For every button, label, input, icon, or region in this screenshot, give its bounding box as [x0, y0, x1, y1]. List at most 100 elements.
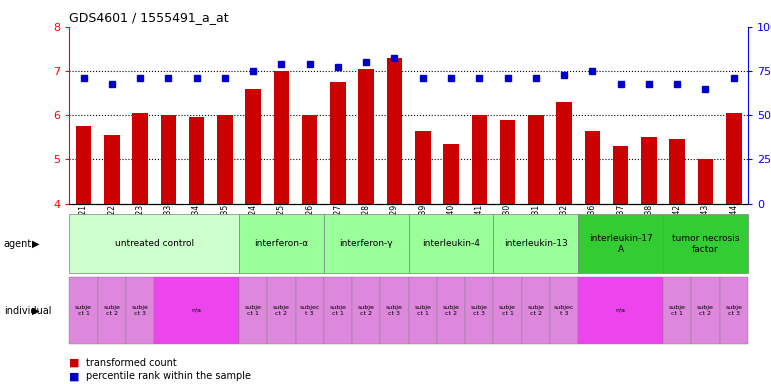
FancyBboxPatch shape — [578, 214, 663, 273]
FancyBboxPatch shape — [69, 277, 98, 344]
Bar — [641, 137, 657, 204]
Text: GSM886437: GSM886437 — [616, 204, 625, 250]
Text: interferon-γ: interferon-γ — [339, 239, 393, 248]
Text: transformed count: transformed count — [86, 358, 177, 368]
FancyBboxPatch shape — [493, 214, 578, 273]
Bar — [189, 118, 204, 204]
Text: GSM886442: GSM886442 — [672, 204, 682, 250]
Text: GSM886440: GSM886440 — [446, 204, 456, 250]
Text: subje
ct 3: subje ct 3 — [471, 305, 488, 316]
FancyBboxPatch shape — [409, 214, 493, 273]
Bar — [557, 102, 572, 204]
Text: GSM886428: GSM886428 — [362, 204, 371, 250]
Text: subje
ct 2: subje ct 2 — [273, 305, 290, 316]
Text: GSM886422: GSM886422 — [107, 204, 116, 250]
Text: subje
ct 3: subje ct 3 — [386, 305, 403, 316]
Text: subje
ct 2: subje ct 2 — [103, 305, 120, 316]
FancyBboxPatch shape — [663, 214, 748, 273]
Text: untreated control: untreated control — [115, 239, 194, 248]
Bar — [245, 89, 261, 204]
FancyBboxPatch shape — [98, 277, 126, 344]
FancyBboxPatch shape — [324, 214, 409, 273]
FancyBboxPatch shape — [437, 277, 465, 344]
Text: GSM886421: GSM886421 — [79, 204, 88, 250]
Text: GSM886434: GSM886434 — [192, 204, 201, 250]
FancyBboxPatch shape — [154, 277, 239, 344]
Bar — [387, 58, 402, 204]
Text: n/a: n/a — [616, 308, 625, 313]
Text: GSM886429: GSM886429 — [390, 204, 399, 250]
FancyBboxPatch shape — [550, 277, 578, 344]
Bar — [359, 69, 374, 204]
Text: GSM886431: GSM886431 — [531, 204, 540, 250]
Text: subje
ct 3: subje ct 3 — [132, 305, 149, 316]
Bar — [160, 115, 176, 204]
Text: percentile rank within the sample: percentile rank within the sample — [86, 371, 251, 381]
FancyBboxPatch shape — [239, 214, 324, 273]
Text: subje
ct 1: subje ct 1 — [668, 305, 685, 316]
Text: GSM886423: GSM886423 — [136, 204, 145, 250]
Bar — [584, 131, 600, 204]
Bar — [726, 113, 742, 204]
Text: interleukin-13: interleukin-13 — [504, 239, 567, 248]
Text: subje
ct 2: subje ct 2 — [697, 305, 714, 316]
Bar — [500, 120, 515, 204]
FancyBboxPatch shape — [324, 277, 352, 344]
Text: GSM886426: GSM886426 — [305, 204, 315, 250]
Text: GSM886443: GSM886443 — [701, 204, 710, 250]
FancyBboxPatch shape — [578, 277, 663, 344]
Bar — [274, 71, 289, 204]
Bar — [528, 115, 544, 204]
FancyBboxPatch shape — [409, 277, 437, 344]
FancyBboxPatch shape — [126, 277, 154, 344]
Text: GSM886427: GSM886427 — [333, 204, 342, 250]
Text: GSM886439: GSM886439 — [418, 204, 427, 250]
Text: GSM886441: GSM886441 — [475, 204, 484, 250]
Text: n/a: n/a — [192, 308, 201, 313]
Bar — [302, 115, 318, 204]
Bar — [217, 115, 233, 204]
Text: interferon-α: interferon-α — [254, 239, 308, 248]
Text: subjec
t 3: subjec t 3 — [554, 305, 574, 316]
Text: subje
ct 1: subje ct 1 — [75, 305, 92, 316]
Text: individual: individual — [4, 306, 52, 316]
Text: ■: ■ — [69, 358, 80, 368]
FancyBboxPatch shape — [522, 277, 550, 344]
FancyBboxPatch shape — [465, 277, 493, 344]
Text: subje
ct 1: subje ct 1 — [499, 305, 516, 316]
Text: subje
ct 1: subje ct 1 — [414, 305, 431, 316]
Text: subje
ct 2: subje ct 2 — [527, 305, 544, 316]
Text: ■: ■ — [69, 371, 80, 381]
Text: subjec
t 3: subjec t 3 — [299, 305, 320, 316]
Bar — [76, 126, 91, 204]
Text: agent: agent — [4, 239, 32, 249]
Text: GSM886432: GSM886432 — [560, 204, 569, 250]
Text: subje
ct 2: subje ct 2 — [443, 305, 460, 316]
FancyBboxPatch shape — [663, 277, 692, 344]
Bar — [104, 135, 120, 204]
Text: GSM886433: GSM886433 — [163, 204, 173, 250]
Bar — [330, 82, 345, 204]
Text: interleukin-17
A: interleukin-17 A — [589, 234, 652, 253]
Bar — [443, 144, 459, 204]
Text: ▶: ▶ — [32, 239, 40, 249]
Text: GSM886438: GSM886438 — [645, 204, 654, 250]
Text: GDS4601 / 1555491_a_at: GDS4601 / 1555491_a_at — [69, 12, 229, 25]
Text: GSM886430: GSM886430 — [503, 204, 512, 250]
FancyBboxPatch shape — [268, 277, 295, 344]
Bar — [669, 139, 685, 204]
Text: tumor necrosis
factor: tumor necrosis factor — [672, 234, 739, 253]
Text: GSM886444: GSM886444 — [729, 204, 739, 250]
FancyBboxPatch shape — [69, 214, 239, 273]
Text: GSM886424: GSM886424 — [248, 204, 258, 250]
Text: subje
ct 1: subje ct 1 — [329, 305, 346, 316]
Text: interleukin-4: interleukin-4 — [422, 239, 480, 248]
Bar — [698, 159, 713, 204]
Text: subje
ct 2: subje ct 2 — [358, 305, 375, 316]
Text: GSM886436: GSM886436 — [588, 204, 597, 250]
Text: subje
ct 3: subje ct 3 — [726, 305, 742, 316]
FancyBboxPatch shape — [239, 277, 268, 344]
FancyBboxPatch shape — [380, 277, 409, 344]
Bar — [133, 113, 148, 204]
Bar — [472, 115, 487, 204]
